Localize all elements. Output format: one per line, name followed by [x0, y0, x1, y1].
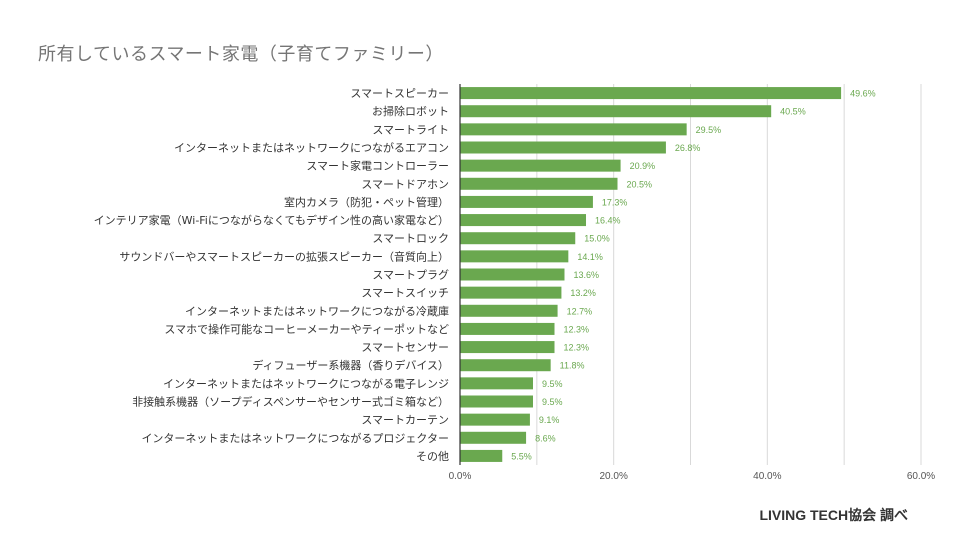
- x-tick-label: 40.0%: [753, 471, 781, 482]
- chart-title: 所有しているスマート家電（子育てファミリー）: [38, 44, 444, 65]
- bar: [460, 232, 576, 245]
- bar: [460, 322, 555, 335]
- bar: [460, 141, 666, 154]
- value-label: 14.1%: [577, 252, 603, 262]
- category-label: スマートドアホン: [361, 178, 449, 191]
- category-label: スマートセンサー: [361, 341, 449, 354]
- value-label: 12.7%: [567, 306, 593, 316]
- bar: [460, 159, 621, 172]
- x-tick-label: 60.0%: [907, 471, 935, 482]
- category-label: スマートライト: [372, 123, 449, 136]
- value-label: 49.6%: [850, 89, 876, 99]
- bar: [460, 341, 555, 354]
- category-label: 非接触系機器（ソープディスペンサーやセンサー式ゴミ箱など）: [132, 395, 449, 409]
- bar: [460, 214, 587, 227]
- value-label: 11.8%: [560, 361, 585, 371]
- category-label: その他: [416, 450, 449, 463]
- category-label: スマートプラグ: [372, 268, 449, 282]
- bar: [460, 123, 687, 136]
- value-label: 9.1%: [539, 415, 560, 425]
- value-label: 40.5%: [780, 107, 806, 117]
- bar: [460, 413, 530, 426]
- bar: [460, 449, 503, 462]
- category-label: スマートスピーカー: [350, 87, 449, 100]
- category-label: インターネットまたはネットワークにつながる電子レンジ: [163, 376, 449, 390]
- bar: [460, 250, 569, 263]
- value-label: 13.2%: [570, 288, 596, 298]
- value-label: 12.3%: [564, 324, 590, 334]
- value-label: 9.5%: [542, 397, 563, 407]
- category-label: スマートカーテン: [361, 414, 449, 427]
- bar: [460, 177, 618, 190]
- bar: [460, 304, 558, 317]
- category-label: スマートロック: [372, 232, 449, 245]
- category-label: お掃除ロボット: [372, 104, 449, 118]
- bar: [460, 286, 562, 299]
- bar: [460, 395, 533, 408]
- bar: [460, 105, 772, 118]
- category-label: スマート家電コントローラー: [306, 159, 449, 173]
- category-label: インターネットまたはネットワークにつながるエアコン: [174, 141, 449, 155]
- value-label: 17.3%: [602, 197, 628, 207]
- value-label: 5.5%: [511, 451, 532, 461]
- value-label: 9.5%: [542, 379, 563, 389]
- source-credit: LIVING TECH協会 調べ: [759, 507, 908, 523]
- bar: [460, 268, 565, 281]
- value-label: 12.3%: [564, 343, 590, 353]
- category-label: サウンドバーやスマートスピーカーの拡張スピーカー（音質向上）: [119, 249, 449, 263]
- value-label: 20.5%: [627, 179, 653, 189]
- value-label: 26.8%: [675, 143, 701, 153]
- value-label: 15.0%: [584, 234, 610, 244]
- category-label: ディフューザー系機器（香りデバイス）: [252, 358, 449, 372]
- value-label: 8.6%: [535, 433, 556, 443]
- value-label: 29.5%: [696, 125, 722, 135]
- value-label: 20.9%: [630, 161, 656, 171]
- bar: [460, 359, 551, 372]
- category-label: 室内カメラ（防犯・ペット管理）: [284, 195, 449, 209]
- category-label: スマホで操作可能なコーヒーメーカーやティーポットなど: [164, 322, 449, 336]
- bar: [460, 431, 527, 444]
- bar: [460, 87, 842, 100]
- value-label: 16.4%: [595, 216, 621, 226]
- category-label: インターネットまたはネットワークにつながるプロジェクター: [141, 431, 449, 445]
- bar: [460, 377, 533, 390]
- bar: [460, 195, 593, 208]
- category-label: インテリア家電（Wi-Fiにつながらなくてもデザイン性の高い家電など）: [94, 213, 449, 227]
- x-tick-label: 20.0%: [599, 471, 627, 482]
- value-label: 13.6%: [573, 270, 599, 280]
- x-tick-label: 0.0%: [449, 471, 472, 482]
- category-label: スマートスイッチ: [361, 287, 449, 300]
- category-label: インターネットまたはネットワークにつながる冷蔵庫: [185, 304, 449, 318]
